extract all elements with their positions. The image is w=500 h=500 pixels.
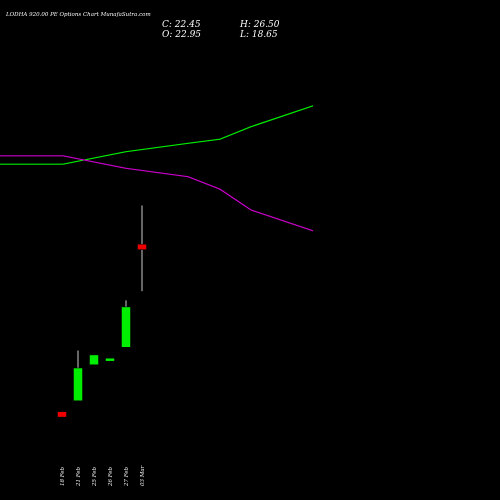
down-candle-body bbox=[57, 411, 67, 418]
candle bbox=[73, 350, 83, 401]
chart-domain: Sutra.com bbox=[122, 12, 151, 18]
x-tick-label: 21 Feb bbox=[76, 466, 82, 487]
x-tick-label: 27 Feb bbox=[124, 466, 130, 487]
chart-title: LODHA 920.00 PE Options Chart MunafaSutr… bbox=[5, 12, 151, 18]
high-value: H: 26.50 bbox=[239, 20, 280, 30]
x-tick-label: 25 Feb bbox=[92, 466, 98, 487]
close-value: C: 22.45 bbox=[162, 20, 201, 30]
down-candle-body bbox=[137, 243, 147, 250]
indicator-lines bbox=[0, 105, 314, 232]
up-candle-body bbox=[105, 357, 115, 362]
magenta-indicator-line bbox=[0, 155, 314, 232]
candle bbox=[57, 411, 67, 418]
up-candle-body bbox=[121, 306, 131, 348]
green-indicator-line bbox=[0, 105, 314, 165]
candle bbox=[105, 357, 115, 362]
up-candle-body bbox=[73, 367, 83, 401]
x-tick-label: 26 Feb bbox=[108, 466, 114, 487]
x-tick-label: 03 Mar bbox=[140, 465, 146, 486]
x-axis-tick-labels: 18 Feb 21 Feb 25 Feb 26 Feb 27 Feb 03 Mar bbox=[60, 465, 146, 487]
candle bbox=[89, 354, 99, 365]
low-value: L: 18.65 bbox=[239, 30, 278, 40]
x-tick-label: 18 Feb bbox=[60, 466, 66, 486]
open-value: O: 22.95 bbox=[162, 30, 201, 40]
candle bbox=[121, 300, 131, 348]
up-candle-body bbox=[89, 354, 99, 365]
candles bbox=[57, 205, 147, 418]
candle bbox=[137, 205, 147, 292]
